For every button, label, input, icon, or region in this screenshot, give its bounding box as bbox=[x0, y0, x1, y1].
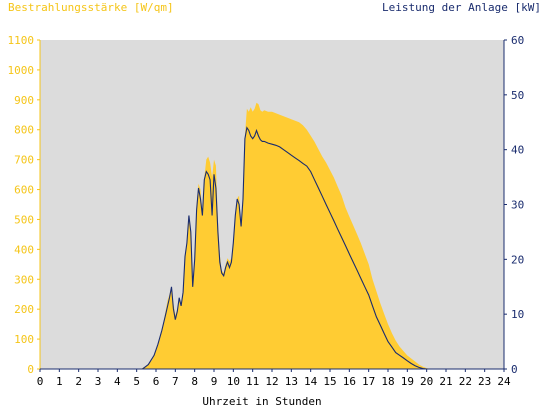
series-area-irradiance bbox=[40, 102, 504, 370]
x-tick-label: 16 bbox=[343, 375, 356, 388]
x-tick-label: 15 bbox=[323, 375, 336, 388]
x-tick-label: 24 bbox=[497, 375, 511, 388]
x-tick-label: 17 bbox=[362, 375, 375, 388]
x-tick-label: 12 bbox=[265, 375, 278, 388]
y-right-tick-label: 50 bbox=[511, 89, 524, 102]
y-left-tick-label: 300 bbox=[14, 273, 34, 286]
x-tick-label: 9 bbox=[211, 375, 218, 388]
y-left-tick-label: 100 bbox=[14, 333, 34, 346]
y-left-tick-label: 400 bbox=[14, 243, 34, 256]
x-tick-label: 22 bbox=[459, 375, 472, 388]
x-tick-label: 4 bbox=[114, 375, 121, 388]
y-left-tick-label: 200 bbox=[14, 303, 34, 316]
x-tick-label: 6 bbox=[153, 375, 160, 388]
y-right-tick-label: 0 bbox=[511, 363, 518, 376]
x-tick-label: 0 bbox=[37, 375, 44, 388]
y-right-tick-label: 20 bbox=[511, 253, 524, 266]
y-left-tick-label: 1000 bbox=[8, 64, 35, 77]
x-tick-label: 3 bbox=[95, 375, 102, 388]
y-left-tick-label: 800 bbox=[14, 124, 34, 137]
y-right-tick-label: 60 bbox=[511, 34, 524, 47]
y-left-tick-label: 600 bbox=[14, 184, 34, 197]
y-left-tick-label: 500 bbox=[14, 213, 34, 226]
y-left-tick-label: 700 bbox=[14, 154, 34, 167]
y-right-tick-label: 10 bbox=[511, 308, 524, 321]
x-tick-label: 23 bbox=[478, 375, 491, 388]
x-tick-label: 2 bbox=[75, 375, 82, 388]
x-tick-label: 10 bbox=[227, 375, 240, 388]
right-axis-title: Leistung der Anlage [kW] bbox=[382, 1, 541, 14]
x-tick-label: 19 bbox=[401, 375, 414, 388]
x-tick-label: 21 bbox=[439, 375, 452, 388]
y-left-tick-label: 1100 bbox=[8, 34, 35, 47]
x-tick-label: 18 bbox=[381, 375, 394, 388]
x-tick-label: 8 bbox=[191, 375, 198, 388]
left-axis-title: Bestrahlungsstärke [W/qm] bbox=[8, 1, 174, 14]
x-tick-label: 1 bbox=[56, 375, 63, 388]
y-left-tick-label: 900 bbox=[14, 94, 34, 107]
series-line-power bbox=[40, 126, 504, 370]
x-tick-label: 5 bbox=[133, 375, 140, 388]
x-tick-label: 20 bbox=[420, 375, 433, 388]
x-tick-label: 11 bbox=[246, 375, 259, 388]
x-tick-label: 7 bbox=[172, 375, 179, 388]
x-tick-label: 13 bbox=[285, 375, 298, 388]
y-right-tick-label: 40 bbox=[511, 144, 524, 157]
y-left-tick-label: 0 bbox=[27, 363, 34, 376]
x-axis-label: Uhrzeit in Stunden bbox=[202, 395, 321, 408]
x-tick-label: 14 bbox=[304, 375, 318, 388]
y-right-tick-label: 30 bbox=[511, 199, 524, 212]
